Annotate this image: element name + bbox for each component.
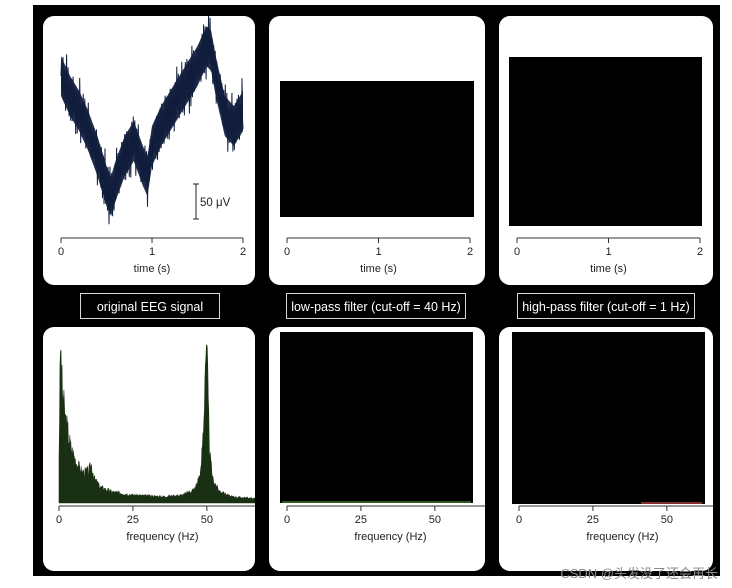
x-tick-label: 50 [201, 514, 213, 526]
x-axis-label: frequency (Hz) [126, 531, 198, 543]
lowpass-time-panel: 0 1 2 time (s) [269, 16, 485, 285]
x-tick-label: 0 [284, 514, 290, 526]
original-eeg-time-panel: 50 μV 0 1 2 time (s) [43, 16, 255, 285]
x-tick-label: 25 [127, 514, 139, 526]
x-axis-label: frequency (Hz) [354, 531, 426, 543]
x-tick-label: 2 [240, 246, 246, 258]
figure-frame: 50 μV 0 1 2 time (s) 0 1 2 time (s) 0 1 2 time (s… [33, 5, 720, 576]
x-tick-label: 0 [516, 514, 522, 526]
x-tick-label: 2 [467, 246, 473, 258]
x-tick-label: 1 [375, 246, 381, 258]
x-tick-label: 0 [514, 246, 520, 258]
time-axis: 0 1 2 time (s) [58, 237, 246, 275]
original-eeg-time-chart: 50 μV 0 1 2 time (s) [58, 16, 246, 275]
x-tick-label: 50 [661, 514, 673, 526]
original-spectrum-panel: 0 25 50 frequency (Hz) [43, 327, 255, 571]
x-tick-label: 25 [587, 514, 599, 526]
x-tick-label: 0 [284, 246, 290, 258]
x-axis-label: time (s) [134, 263, 171, 275]
eeg-trace-envelope [61, 26, 243, 216]
caption-original-eeg-signal: original EEG signal [80, 293, 220, 319]
x-tick-label: 25 [355, 514, 367, 526]
highpass-spectrum-panel: 0 25 50 frequency (Hz) [499, 327, 713, 571]
highpass-time-chart: 0 1 2 time (s) [509, 57, 703, 275]
x-tick-label: 0 [56, 514, 62, 526]
x-tick-label: 50 [429, 514, 441, 526]
x-axis-label: time (s) [590, 263, 627, 275]
time-axis: 0 1 2 time (s) [284, 237, 473, 275]
x-tick-label: 1 [605, 246, 611, 258]
x-axis-label: frequency (Hz) [586, 531, 658, 543]
highpass-time-panel: 0 1 2 time (s) [499, 16, 713, 285]
lowpass-spectrum-panel: 0 25 50 frequency (Hz) [269, 327, 485, 571]
lowpass-spectrum-plot-area [280, 332, 473, 503]
lowpass-time-chart: 0 1 2 time (s) [280, 81, 474, 275]
watermark: CSDN @头发没了还会再长 [560, 566, 718, 581]
scale-bar-label: 50 μV [200, 197, 231, 209]
caption-highpass-filter: high-pass filter (cut-off = 1 Hz) [517, 293, 695, 319]
x-axis-label: time (s) [360, 263, 397, 275]
x-tick-label: 1 [149, 246, 155, 258]
caption-lowpass-filter: low-pass filter (cut-off = 40 Hz) [286, 293, 466, 319]
highpass-time-plot-area [509, 57, 702, 226]
x-tick-label: 2 [697, 246, 703, 258]
highpass-spectrum-plot-area [512, 332, 705, 504]
x-tick-label: 0 [58, 246, 64, 258]
spectrum-area [58, 344, 255, 504]
lowpass-time-plot-area [280, 81, 474, 217]
time-axis: 0 1 2 time (s) [514, 237, 703, 275]
